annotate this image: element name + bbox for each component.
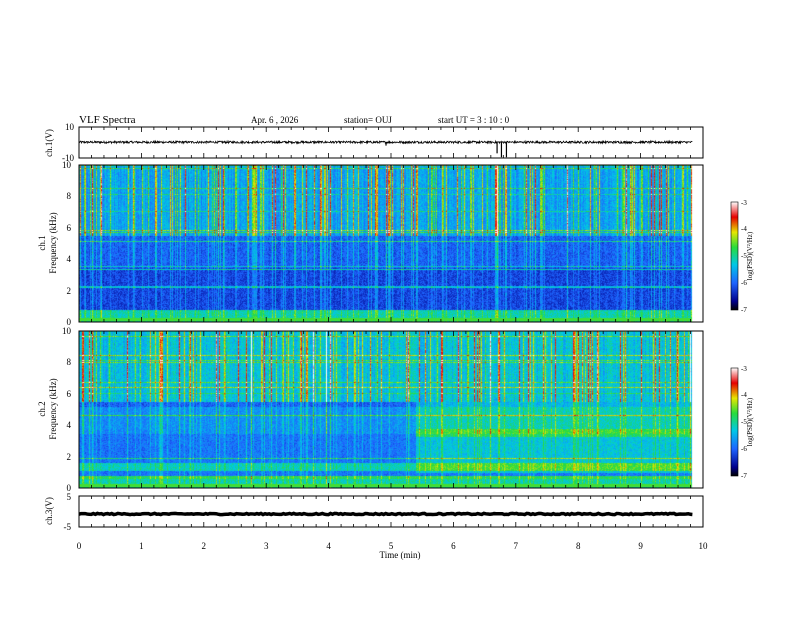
ch1-voltage-ticks <box>78 127 704 158</box>
ch1-ytick-bottom: -10 <box>62 153 74 163</box>
ch2-colorbar <box>730 367 739 477</box>
ch1-voltage-spikes <box>385 142 508 158</box>
ch2-colorbar-label: log(PSD)(V²/Hz) <box>746 397 754 446</box>
ch2-spectrogram-ticks <box>78 331 704 488</box>
ch3-voltage-ylabel: ch.3(V) <box>44 497 54 525</box>
ch2-spectrogram-ylabel: Frequency (kHz) <box>48 378 58 439</box>
x-tick-label-3: 3 <box>264 541 269 551</box>
ch2-colorbar-tick-m7: -7 <box>741 472 747 480</box>
ch1-spectrogram-ylabel-top: ch.1 <box>37 235 47 250</box>
ch1-spec-ytick-8: 8 <box>67 191 72 201</box>
ch1-voltage-panel: 10 -10 ch.1(V) <box>44 122 704 163</box>
x-axis-label: Time (min) <box>380 550 421 560</box>
ch3-ytick-top: 5 <box>67 492 72 502</box>
ch1-voltage-ylabel: ch.1(V) <box>44 129 54 157</box>
x-tick-label-5: 5 <box>389 541 394 551</box>
ch3-voltage-trace <box>78 511 693 517</box>
ch1-spec-ytick-6: 6 <box>67 223 72 233</box>
ch2-spec-ytick-6: 6 <box>67 389 72 399</box>
ch3-ytick-bottom: -5 <box>64 522 72 532</box>
ch1-spec-ytick-0: 0 <box>67 317 72 327</box>
x-tick-label-0: 0 <box>77 541 82 551</box>
ch2-spec-ytick-4: 4 <box>67 420 72 430</box>
x-tick-label-6: 6 <box>451 541 456 551</box>
ch1-colorbar-tick-m7: -7 <box>741 306 747 314</box>
ch2-spectrogram-yticks: 0 2 4 6 8 10 <box>62 326 72 493</box>
x-tick-label-4: 4 <box>326 541 331 551</box>
ch2-spec-ytick-10: 10 <box>62 326 72 336</box>
ch2-colorbar-tick-m3: -3 <box>741 365 747 373</box>
ch1-spectrogram-image <box>79 165 703 322</box>
x-tick-label-10: 10 <box>699 541 709 551</box>
ch2-colorbar-tick-m4: -4 <box>741 391 747 399</box>
ch2-colorbar-tick-m6: -6 <box>741 445 747 453</box>
ch1-colorbar-tick-m5: -5 <box>741 252 747 260</box>
ch3-voltage-frame <box>79 496 703 527</box>
ch1-spec-ytick-4: 4 <box>67 254 72 264</box>
ch1-spectrogram-ylabel: Frequency (kHz) <box>48 212 58 273</box>
ch1-colorbar-tick-m6: -6 <box>741 279 747 287</box>
ch1-colorbar-tick-m3: -3 <box>741 199 747 207</box>
ch1-spectrogram-yticks: 0 2 4 6 8 10 <box>62 160 72 327</box>
station-label: station= OUJ <box>344 115 392 125</box>
ch1-ytick-top: 10 <box>65 122 75 132</box>
x-tick-label-7: 7 <box>514 541 519 551</box>
ch1-spectrogram-holder <box>79 165 703 322</box>
ch2-colorbar-tick-m5: -5 <box>741 418 747 426</box>
ch1-spectrogram-panel: 0 2 4 6 8 10 ch.1 Frequency (kHz) -3 -4 … <box>37 160 754 327</box>
date-label: Apr. 6 , 2026 <box>251 115 299 125</box>
start-time-label: start UT = 3 : 10 : 0 <box>438 115 510 125</box>
x-tick-label-8: 8 <box>576 541 581 551</box>
ch2-spectrogram-holder <box>79 331 703 488</box>
x-axis-tick-labels: 0 1 2 3 4 5 6 7 8 9 10 <box>77 541 708 551</box>
x-tick-label-2: 2 <box>202 541 207 551</box>
ch1-colorbar <box>730 201 739 311</box>
ch1-spec-ytick-2: 2 <box>67 286 72 296</box>
ch1-colorbar-label: log(PSD)(V²/Hz) <box>746 231 754 280</box>
ch2-spectrogram-image <box>79 331 703 488</box>
ch2-spectrogram-ylabel-top: ch.2 <box>37 401 47 416</box>
ch1-spec-ytick-10: 10 <box>62 160 72 170</box>
ch3-voltage-panel: 5 -5 ch.3(V) <box>44 492 704 532</box>
ch1-colorbar-tick-m4: -4 <box>741 225 747 233</box>
figure-title: VLF Spectra <box>79 114 136 126</box>
ch1-spectrogram-ticks <box>78 165 704 322</box>
x-tick-label-9: 9 <box>638 541 643 551</box>
x-tick-label-1: 1 <box>139 541 144 551</box>
ch3-voltage-ticks <box>78 496 704 527</box>
ch2-spec-ytick-8: 8 <box>67 357 72 367</box>
ch2-spectrogram-panel: 0 2 4 6 8 10 ch.2 Frequency (kHz) -3 -4 … <box>37 326 754 493</box>
ch2-spec-ytick-0: 0 <box>67 483 72 493</box>
ch2-spec-ytick-2: 2 <box>67 452 72 462</box>
